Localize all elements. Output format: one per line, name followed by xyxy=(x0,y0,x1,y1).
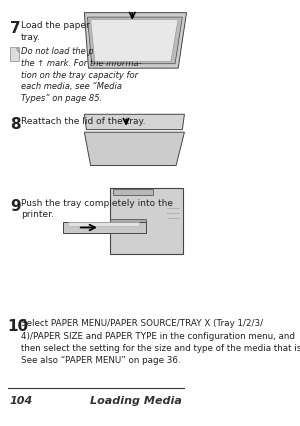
Bar xyxy=(110,188,183,255)
Text: Push the tray completely into the
printer.: Push the tray completely into the printe… xyxy=(21,198,173,219)
Text: Do not load the paper above
the ↑ mark. For the informa-
tion on the tray capaci: Do not load the paper above the ↑ mark. … xyxy=(21,47,142,103)
Polygon shape xyxy=(68,223,139,227)
Polygon shape xyxy=(84,115,184,130)
Polygon shape xyxy=(63,223,146,233)
Text: Loading Media: Loading Media xyxy=(90,395,182,406)
Text: 104: 104 xyxy=(10,395,33,406)
Text: Load the paper face up in the
tray.: Load the paper face up in the tray. xyxy=(21,21,155,42)
Text: Select PAPER MENU/PAPER SOURCE/TRAY X (Tray 1/2/3/
4)/PAPER SIZE and PAPER TYPE : Select PAPER MENU/PAPER SOURCE/TRAY X (T… xyxy=(21,319,300,364)
Bar xyxy=(110,220,146,225)
Text: 10: 10 xyxy=(8,319,29,334)
Polygon shape xyxy=(84,14,187,69)
Bar xyxy=(112,189,153,195)
Polygon shape xyxy=(16,49,18,53)
Polygon shape xyxy=(88,18,182,65)
Text: 9: 9 xyxy=(10,198,21,213)
FancyBboxPatch shape xyxy=(10,48,19,62)
Text: 7: 7 xyxy=(10,21,21,36)
Polygon shape xyxy=(84,133,184,166)
Text: 8: 8 xyxy=(10,117,21,132)
Text: Reattach the lid of the tray.: Reattach the lid of the tray. xyxy=(21,117,146,126)
Polygon shape xyxy=(91,20,178,62)
